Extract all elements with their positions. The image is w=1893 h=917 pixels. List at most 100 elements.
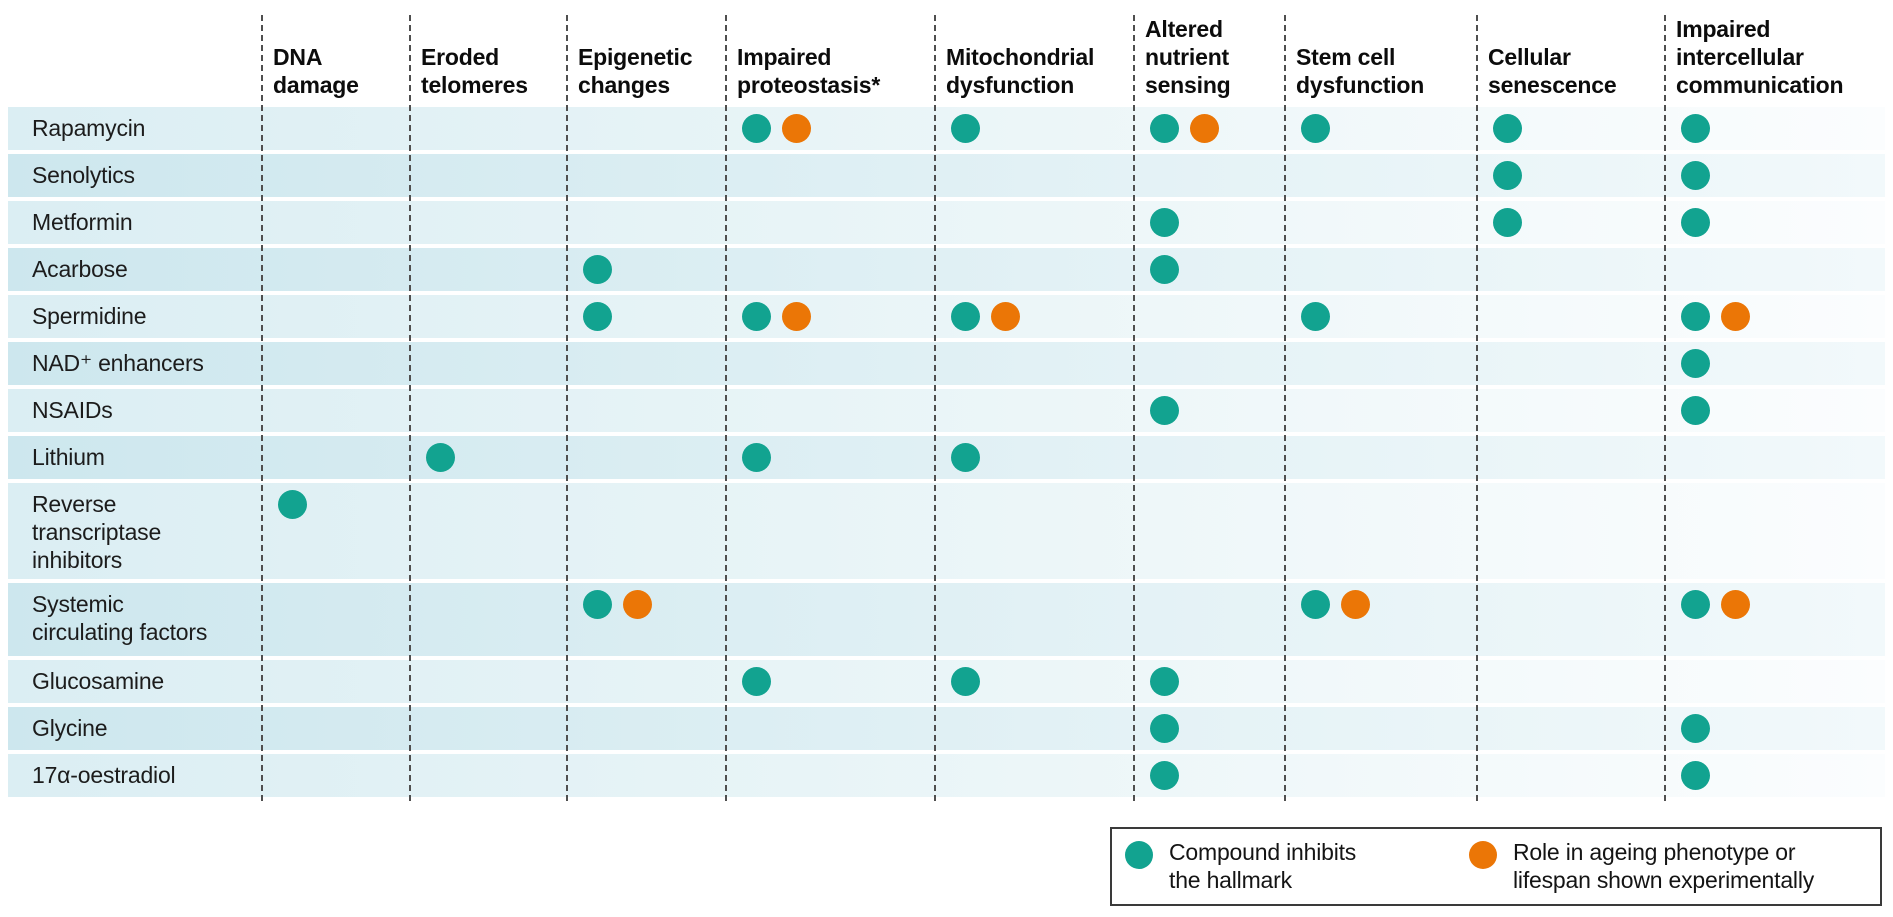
inhibits-hallmark-dot bbox=[951, 114, 980, 143]
matrix-cell bbox=[1476, 248, 1664, 291]
inhibits-hallmark-dot bbox=[1150, 667, 1179, 696]
matrix-cell bbox=[1133, 483, 1284, 579]
matrix-cell bbox=[1284, 483, 1476, 579]
matrix-cell bbox=[409, 154, 566, 197]
row-label: NAD⁺ enhancers bbox=[32, 350, 204, 376]
matrix-cell bbox=[409, 436, 566, 479]
matrix-cell bbox=[566, 436, 725, 479]
legend-teal-label: Compound inhibits the hallmark bbox=[1169, 839, 1357, 893]
matrix-cell bbox=[1664, 583, 1885, 656]
matrix-cell bbox=[566, 154, 725, 197]
matrix-cell bbox=[1664, 436, 1885, 479]
legend-item-experimental: Role in ageing phenotype or lifespan sho… bbox=[1469, 838, 1814, 894]
matrix-cell bbox=[261, 660, 409, 703]
inhibits-hallmark-dot bbox=[583, 590, 612, 619]
experimental-evidence-dot bbox=[623, 590, 652, 619]
matrix-cell bbox=[261, 342, 409, 385]
inhibits-hallmark-dot bbox=[583, 302, 612, 331]
matrix-cell bbox=[261, 436, 409, 479]
matrix-cell bbox=[725, 154, 934, 197]
matrix-cell bbox=[261, 295, 409, 338]
matrix-row: Senolytics bbox=[8, 154, 1885, 197]
row-label: Lithium bbox=[32, 444, 105, 470]
matrix-cell bbox=[409, 295, 566, 338]
matrix-cell bbox=[261, 483, 409, 579]
inhibits-hallmark-dot bbox=[1681, 714, 1710, 743]
inhibits-hallmark-dot bbox=[1150, 396, 1179, 425]
matrix-cell bbox=[1664, 154, 1885, 197]
matrix-cell bbox=[1664, 201, 1885, 244]
matrix-cell bbox=[1476, 342, 1664, 385]
matrix-cell bbox=[566, 107, 725, 150]
matrix-cell bbox=[1476, 389, 1664, 432]
matrix-cell bbox=[1284, 583, 1476, 656]
matrix-cell bbox=[934, 660, 1133, 703]
matrix-cell bbox=[1284, 754, 1476, 797]
matrix-cell bbox=[1476, 583, 1664, 656]
matrix-cell bbox=[566, 295, 725, 338]
matrix-cell bbox=[934, 483, 1133, 579]
matrix-cell bbox=[566, 389, 725, 432]
inhibits-hallmark-dot bbox=[1150, 761, 1179, 790]
column-divider bbox=[1133, 15, 1135, 801]
matrix-cell bbox=[1476, 201, 1664, 244]
row-label: Rapamycin bbox=[32, 115, 146, 141]
matrix-cell bbox=[725, 583, 934, 656]
matrix-cell bbox=[566, 754, 725, 797]
matrix-cell bbox=[1284, 342, 1476, 385]
inhibits-hallmark-dot bbox=[1681, 114, 1710, 143]
inhibits-hallmark-dot bbox=[1493, 114, 1522, 143]
matrix-cell bbox=[1133, 436, 1284, 479]
matrix-cell bbox=[261, 248, 409, 291]
matrix-cell bbox=[566, 707, 725, 750]
matrix-cell bbox=[1476, 754, 1664, 797]
column-header-row: DNA damage Eroded telomeres Epigenetic cha… bbox=[8, 15, 1885, 107]
matrix-cell bbox=[725, 660, 934, 703]
matrix-cell bbox=[1133, 583, 1284, 656]
inhibits-hallmark-dot bbox=[426, 443, 455, 472]
inhibits-hallmark-dot bbox=[1493, 161, 1522, 190]
matrix-row: 17α-oestradiol bbox=[8, 754, 1885, 797]
matrix-cell bbox=[725, 295, 934, 338]
matrix-cell bbox=[1133, 389, 1284, 432]
matrix-rows: Rapamycin Senolytics Metformin Acarbose Sper… bbox=[8, 107, 1885, 797]
matrix-cell bbox=[409, 707, 566, 750]
matrix-cell bbox=[1664, 107, 1885, 150]
matrix-cell bbox=[1476, 436, 1664, 479]
matrix-cell bbox=[1133, 754, 1284, 797]
column-divider bbox=[1476, 15, 1478, 801]
matrix-cell bbox=[1133, 201, 1284, 244]
matrix-cell bbox=[409, 583, 566, 656]
matrix-cell bbox=[934, 707, 1133, 750]
matrix-cell bbox=[1133, 154, 1284, 197]
column-divider bbox=[1284, 15, 1286, 801]
matrix-cell bbox=[409, 248, 566, 291]
matrix-row: NAD⁺ enhancers bbox=[8, 342, 1885, 385]
matrix-cell bbox=[725, 754, 934, 797]
matrix-cell bbox=[1133, 660, 1284, 703]
experimental-evidence-dot bbox=[1190, 114, 1219, 143]
matrix-row: Glycine bbox=[8, 707, 1885, 750]
matrix-cell bbox=[1664, 389, 1885, 432]
compound-hallmark-matrix: DNA damage Eroded telomeres Epigenetic cha… bbox=[8, 15, 1885, 805]
column-header-2: Eroded telomeres bbox=[421, 44, 528, 98]
inhibits-hallmark-dot bbox=[1150, 114, 1179, 143]
matrix-cell bbox=[566, 483, 725, 579]
column-divider bbox=[566, 15, 568, 801]
matrix-cell bbox=[1284, 660, 1476, 703]
inhibits-hallmark-dot bbox=[1150, 208, 1179, 237]
matrix-cell bbox=[1664, 295, 1885, 338]
legend-orange-dot bbox=[1469, 841, 1497, 869]
row-label: Spermidine bbox=[32, 303, 147, 329]
matrix-cell bbox=[566, 248, 725, 291]
matrix-cell bbox=[1664, 754, 1885, 797]
inhibits-hallmark-dot bbox=[1150, 255, 1179, 284]
column-header-9: Impaired intercellular communication bbox=[1676, 16, 1844, 98]
inhibits-hallmark-dot bbox=[1681, 302, 1710, 331]
matrix-cell bbox=[261, 707, 409, 750]
matrix-cell bbox=[566, 583, 725, 656]
inhibits-hallmark-dot bbox=[951, 443, 980, 472]
matrix-cell bbox=[1133, 342, 1284, 385]
matrix-row: Acarbose bbox=[8, 248, 1885, 291]
matrix-cell bbox=[1284, 201, 1476, 244]
